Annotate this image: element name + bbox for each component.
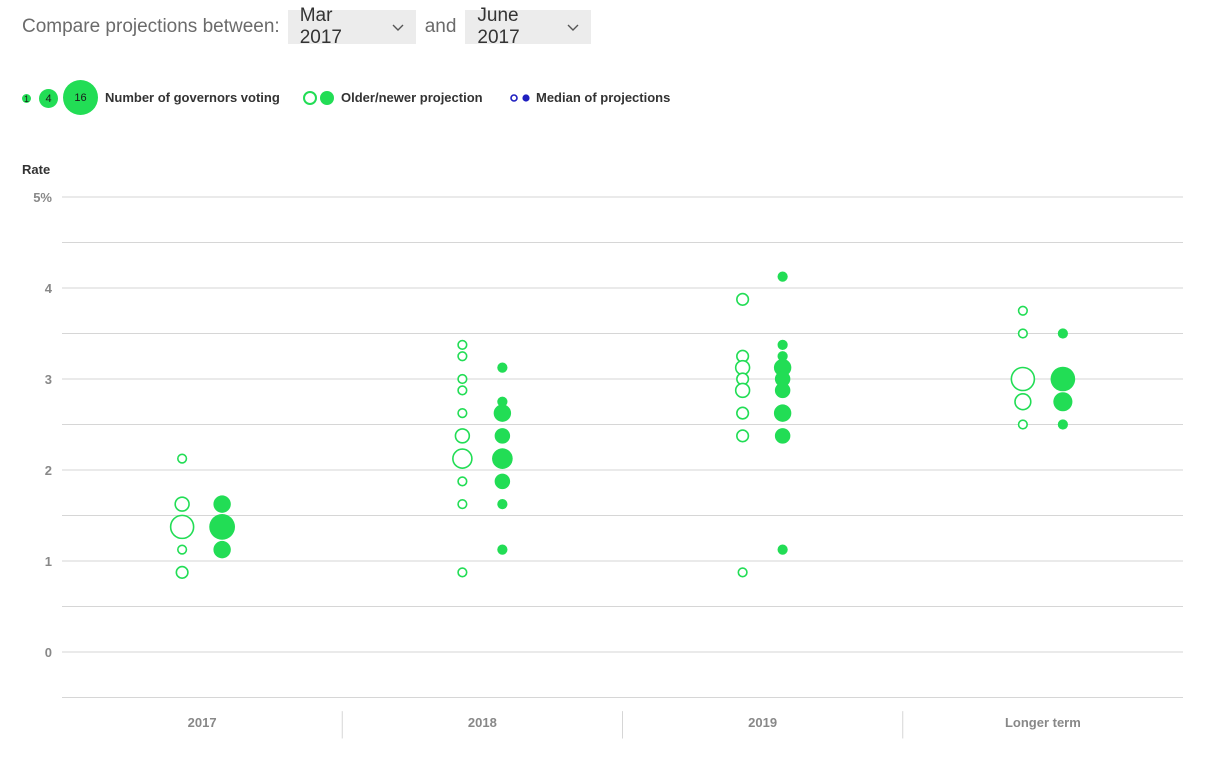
chevron-down-icon — [392, 16, 404, 38]
x-tick-label: 2019 — [748, 715, 777, 730]
newer-projection-dot — [213, 540, 231, 559]
older-projection-dot — [457, 567, 468, 578]
newer-projection-dot — [497, 499, 508, 510]
older-projection-dot — [1017, 419, 1028, 430]
older-projection-dot — [736, 292, 750, 306]
older-projection-dot — [736, 406, 750, 420]
x-tick-label: 2018 — [468, 715, 497, 730]
older-projection-select[interactable]: Mar 2017 — [287, 5, 416, 48]
y-tick-label: 0 — [45, 645, 52, 660]
newer-projection-dot — [494, 428, 511, 444]
y-axis-title: Rate — [22, 162, 50, 177]
older-projection-value: Mar 2017 — [299, 5, 342, 48]
newer-projection-select[interactable]: June 2017 — [465, 5, 592, 48]
newer-projection-dot — [774, 428, 791, 444]
legend-size-label: Number of governors voting — [105, 90, 280, 105]
x-tick-label: Longer term — [1005, 715, 1081, 730]
older-newer-legend-icon — [303, 91, 334, 105]
chevron-down-icon — [567, 16, 579, 38]
older-projection-dot — [736, 429, 750, 443]
newer-projection-dot — [777, 544, 788, 555]
older-projection-dot — [457, 408, 468, 419]
newer-projection-dot — [1057, 328, 1068, 339]
newer-projection-dot — [773, 358, 792, 377]
newer-projection-dot — [777, 339, 788, 350]
newer-projection-value: June 2017 — [477, 5, 520, 48]
header-label: Compare projections between: — [22, 16, 280, 37]
legend-size-4-label: 4 — [45, 92, 52, 105]
older-projection-dot — [452, 448, 473, 469]
y-tick-label: 5% — [33, 190, 52, 205]
older-projection-dot — [1017, 328, 1028, 339]
legend-size-1-label: 1 — [23, 93, 29, 104]
newer-projection-dot — [777, 351, 788, 362]
older-projection-dot — [457, 351, 468, 362]
older-projection-dot — [177, 453, 188, 464]
legend-size-4: 4 — [39, 89, 58, 108]
older-projection-dot — [457, 385, 468, 396]
newer-projection-dot — [209, 513, 236, 540]
y-tick-label: 4 — [45, 281, 53, 296]
y-tick-label: 2 — [45, 463, 52, 478]
newer-projection-dot — [493, 404, 512, 422]
comparison-header: Compare projections between: Mar 2017 an… — [22, 5, 592, 48]
legend-size-16-label: 16 — [74, 91, 87, 104]
older-projection-dot — [457, 373, 468, 385]
newer-projection-dot — [1050, 366, 1076, 392]
older-projection-dot — [169, 514, 195, 540]
legend-median-label: Median of projections — [536, 90, 671, 105]
older-projection-dot — [734, 382, 751, 399]
older-projection-dot — [1010, 366, 1036, 392]
older-projection-dot — [177, 544, 188, 555]
older-projection-dot — [457, 339, 468, 350]
older-projection-dot — [174, 496, 190, 512]
older-projection-dot — [454, 428, 471, 444]
newer-projection-dot — [774, 371, 791, 387]
newer-projection-dot — [213, 495, 231, 513]
y-tick-label: 3 — [45, 372, 52, 387]
newer-projection-dot — [774, 382, 791, 399]
older-projection-dot — [1014, 393, 1032, 411]
newer-projection-dot — [1057, 419, 1068, 430]
legend-older-newer-label: Older/newer projection — [341, 90, 483, 105]
legend-size-16: 16 — [63, 80, 98, 115]
newer-projection-dot — [492, 448, 513, 469]
older-projection-dot — [1017, 305, 1028, 316]
legend-size-1: 1 — [22, 93, 31, 104]
and-label: and — [424, 16, 457, 37]
newer-projection-dot — [773, 404, 792, 422]
newer-projection-dot — [497, 396, 508, 407]
newer-projection-dot — [497, 362, 508, 373]
median-legend-icon — [510, 94, 530, 102]
newer-projection-dot — [777, 271, 788, 282]
older-projection-dot — [457, 476, 468, 487]
x-tick-label: 2017 — [188, 715, 217, 730]
newer-projection-dot — [1053, 392, 1073, 412]
older-projection-dot — [457, 499, 468, 510]
newer-projection-dot — [497, 544, 508, 555]
older-projection-dot — [737, 567, 748, 578]
newer-projection-dot — [494, 473, 511, 490]
older-projection-dot — [175, 565, 189, 579]
y-tick-label: 1 — [45, 554, 52, 569]
